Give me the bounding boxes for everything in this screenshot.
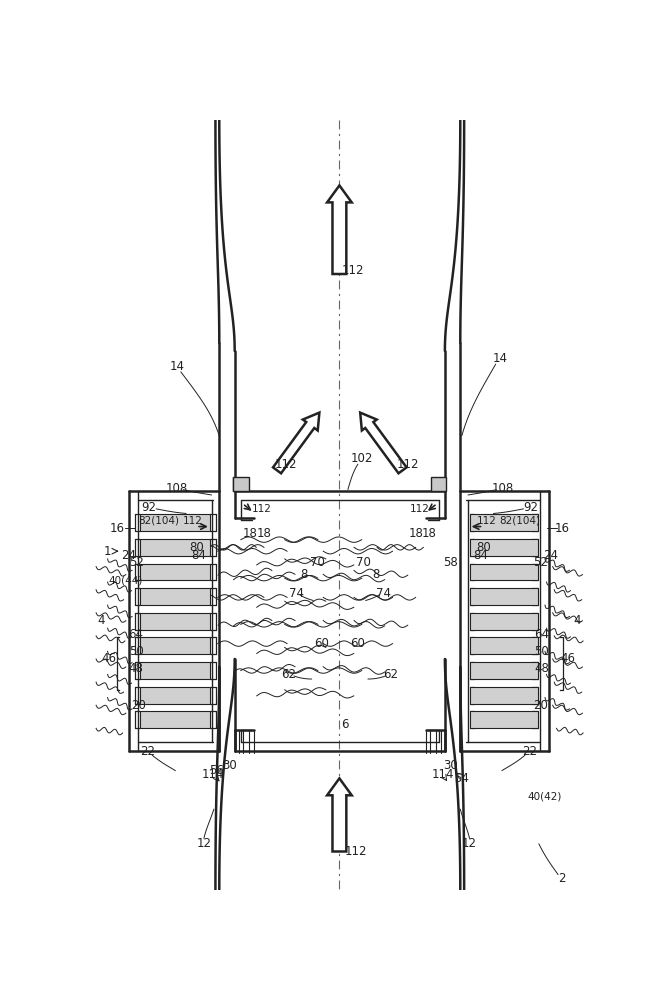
Text: 1: 1	[104, 545, 111, 558]
Text: 46: 46	[101, 652, 117, 666]
Text: 74: 74	[376, 587, 391, 600]
Text: 46: 46	[561, 652, 575, 666]
Text: 14: 14	[493, 352, 508, 365]
Text: 102: 102	[351, 452, 373, 465]
Text: 18: 18	[422, 527, 437, 540]
Text: 30: 30	[443, 759, 457, 772]
Text: 84: 84	[191, 549, 206, 562]
Text: 24: 24	[543, 549, 558, 562]
Text: 84: 84	[473, 549, 489, 562]
Text: 20: 20	[533, 699, 548, 712]
Text: 40(42): 40(42)	[528, 791, 562, 801]
Bar	[140, 687, 210, 704]
Polygon shape	[360, 413, 406, 473]
Polygon shape	[273, 413, 320, 473]
Text: 8: 8	[372, 568, 379, 581]
Text: 8: 8	[300, 568, 308, 581]
Text: 24: 24	[121, 549, 136, 562]
Bar	[469, 711, 538, 728]
Bar	[140, 539, 210, 556]
Text: 62: 62	[383, 668, 398, 681]
Polygon shape	[327, 778, 352, 852]
Text: 112: 112	[342, 264, 365, 277]
Text: 52: 52	[129, 556, 144, 569]
Text: 20: 20	[131, 699, 146, 712]
Text: 62: 62	[281, 668, 296, 681]
Text: 22: 22	[522, 745, 537, 758]
Text: 50: 50	[129, 645, 143, 658]
Text: 70: 70	[356, 556, 371, 569]
Text: 12: 12	[462, 837, 477, 850]
Bar	[469, 613, 538, 630]
Text: 22: 22	[140, 745, 155, 758]
Text: 112: 112	[345, 845, 367, 858]
Text: 52: 52	[533, 556, 548, 569]
Text: 112: 112	[252, 504, 272, 514]
Text: 114: 114	[202, 768, 224, 781]
Text: 40(44): 40(44)	[108, 575, 143, 585]
Bar	[140, 613, 210, 630]
Text: 92: 92	[524, 501, 538, 514]
Text: 14: 14	[170, 360, 184, 373]
Text: 6: 6	[341, 718, 349, 731]
Text: 48: 48	[129, 662, 144, 675]
Bar	[233, 477, 249, 491]
Text: 80: 80	[189, 541, 204, 554]
Text: 82(104): 82(104)	[499, 515, 540, 525]
Text: 48: 48	[534, 662, 550, 675]
Bar	[140, 711, 210, 728]
Text: 112: 112	[410, 504, 430, 514]
Bar	[469, 514, 538, 531]
Bar	[140, 588, 210, 605]
Text: 80: 80	[476, 541, 491, 554]
Bar	[469, 637, 538, 654]
Text: 108: 108	[166, 482, 188, 495]
Text: 74: 74	[289, 587, 304, 600]
Text: 114: 114	[432, 768, 454, 781]
Text: 112: 112	[396, 458, 419, 471]
Bar	[469, 588, 538, 605]
Text: 4: 4	[97, 614, 105, 627]
Text: 16: 16	[109, 522, 125, 535]
Text: 12: 12	[196, 837, 211, 850]
Text: 18: 18	[408, 527, 423, 540]
Bar	[140, 637, 210, 654]
Text: 112: 112	[275, 458, 298, 471]
Text: 58: 58	[443, 556, 457, 569]
Text: 54: 54	[454, 772, 469, 785]
Text: 30: 30	[222, 759, 237, 772]
Text: 60: 60	[314, 637, 329, 650]
Bar	[469, 662, 538, 679]
Text: 56: 56	[210, 764, 224, 777]
Text: 92: 92	[141, 501, 156, 514]
Bar	[469, 564, 538, 580]
Bar	[140, 514, 210, 531]
Text: 18: 18	[257, 527, 271, 540]
Text: 4: 4	[573, 614, 581, 627]
Text: 2: 2	[558, 872, 566, 885]
Text: 16: 16	[554, 522, 570, 535]
Text: 18: 18	[243, 527, 257, 540]
Text: 50: 50	[534, 645, 549, 658]
Text: 82(104): 82(104)	[139, 515, 180, 525]
Text: 112: 112	[477, 516, 497, 526]
Text: 112: 112	[182, 516, 202, 526]
Text: 70: 70	[310, 556, 324, 569]
Bar	[469, 687, 538, 704]
Bar	[431, 477, 446, 491]
Text: 108: 108	[491, 482, 514, 495]
Text: 64: 64	[534, 628, 550, 641]
Text: 64: 64	[129, 628, 144, 641]
Bar	[140, 564, 210, 580]
Polygon shape	[327, 185, 352, 274]
Bar	[469, 539, 538, 556]
Text: 60: 60	[351, 637, 365, 650]
Bar	[140, 662, 210, 679]
